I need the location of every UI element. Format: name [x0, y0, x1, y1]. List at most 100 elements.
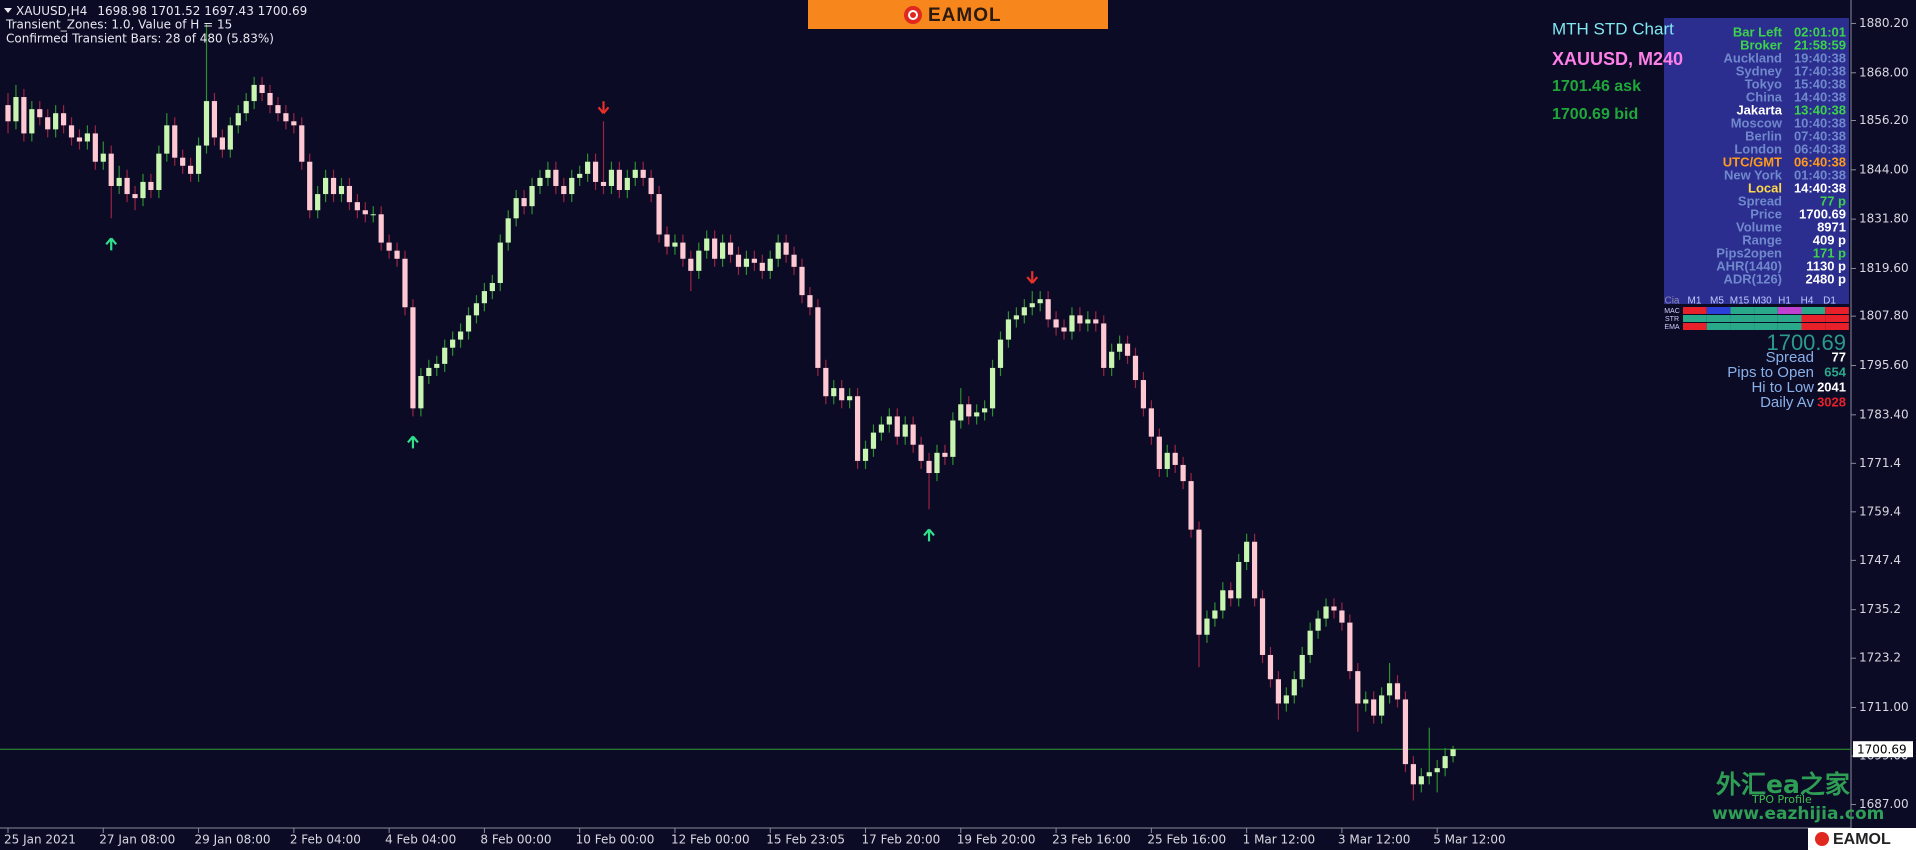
- y-tick-label: 1868.00: [1859, 65, 1909, 79]
- candle-body: [815, 307, 821, 368]
- candle-body: [870, 432, 877, 449]
- panel-row-label: Moscow: [1731, 115, 1783, 130]
- candle-body: [1251, 541, 1258, 599]
- grid-cell: [1825, 315, 1849, 322]
- candle-body: [315, 194, 321, 211]
- stat-value: 3028: [1817, 394, 1846, 409]
- candle-body: [497, 242, 503, 284]
- x-tick-label: 1 Mar 12:00: [1243, 833, 1316, 847]
- candle-body: [323, 177, 329, 195]
- candle-body: [362, 210, 368, 215]
- x-tick-label: 8 Feb 00:00: [480, 833, 551, 847]
- candle-body: [561, 185, 567, 195]
- y-tick-label: 1735.2: [1859, 602, 1901, 616]
- candle-body: [1244, 541, 1250, 562]
- panel-row-label: Tokyo: [1745, 76, 1782, 91]
- grid-cell: [1777, 307, 1802, 314]
- candle-body: [1355, 671, 1361, 704]
- candle-body: [203, 101, 210, 146]
- candle-body: [140, 181, 146, 199]
- candle-body: [958, 404, 964, 421]
- grid-header: Cia: [1664, 296, 1679, 307]
- candle-body: [680, 242, 686, 259]
- grid-cell: [1801, 323, 1826, 330]
- panel-row-value: 06:40:38: [1794, 154, 1846, 169]
- banner-icon: [904, 6, 922, 24]
- candle-body: [180, 157, 186, 166]
- candle-body: [942, 452, 948, 457]
- candle-body: [537, 177, 543, 186]
- x-tick-label: 15 Feb 23:05: [766, 833, 845, 847]
- candle-body: [1140, 380, 1147, 409]
- candle-body: [473, 303, 480, 316]
- candle-body: [1434, 768, 1440, 773]
- candle-body: [1331, 606, 1337, 611]
- candle-body: [394, 250, 400, 259]
- candle-body: [839, 388, 845, 401]
- x-tick-label: 25 Feb 16:00: [1147, 833, 1226, 847]
- candle-body: [608, 169, 615, 186]
- candle-body: [45, 117, 51, 130]
- candle-body: [616, 169, 622, 191]
- candle-body: [1132, 355, 1139, 381]
- candle-body: [1418, 776, 1424, 785]
- panel-ask: 1701.46 ask: [1552, 78, 1641, 95]
- grid-cell: [1801, 315, 1826, 322]
- candle-body: [1323, 606, 1329, 619]
- candle-body: [521, 198, 527, 207]
- candle-body: [648, 177, 654, 195]
- candle-body: [299, 125, 305, 162]
- grid-cell: [1683, 315, 1707, 322]
- candle-body: [950, 420, 956, 457]
- grid-row-bg: [1662, 323, 1682, 330]
- candle-body: [1061, 327, 1067, 332]
- candle-body: [243, 101, 249, 114]
- stat-label: Pips to Open: [1727, 364, 1814, 381]
- footer-logo-icon: [1815, 832, 1829, 846]
- y-tick-label: 1795.60: [1859, 358, 1909, 372]
- candle-body: [894, 416, 900, 437]
- confirmed-text: Confirmed Transient Bars: 28 of 480 (5.8…: [6, 32, 274, 46]
- panel-row-label: Price: [1750, 206, 1782, 221]
- candle-body: [672, 242, 678, 247]
- candle-body: [569, 177, 575, 195]
- candle-body: [1101, 323, 1107, 368]
- candle-body: [211, 101, 218, 138]
- banner-icon-ring: [908, 10, 918, 20]
- candle-body: [1442, 756, 1448, 769]
- candle-body: [966, 404, 972, 417]
- candle-body: [831, 388, 837, 397]
- candle-body: [5, 105, 11, 122]
- panel-symbol: XAUUSD, M240: [1552, 49, 1683, 69]
- x-tick-label: 27 Jan 08:00: [99, 833, 175, 847]
- candle-body: [982, 408, 988, 413]
- candle-body: [759, 262, 765, 271]
- candle-body: [1188, 481, 1194, 530]
- candle-body: [172, 125, 178, 158]
- candle-body: [1394, 683, 1401, 700]
- candle-body: [346, 185, 353, 203]
- candle-body: [799, 266, 805, 296]
- candle-body: [92, 133, 98, 162]
- x-tick-label: 17 Feb 20:00: [862, 833, 941, 847]
- candle-body: [338, 185, 345, 195]
- y-tick-label: 1759.4: [1859, 504, 1901, 518]
- panel-row-label: Auckland: [1723, 50, 1782, 65]
- panel-row-value: 17:40:38: [1794, 63, 1846, 78]
- panel-row-value: 15:40:38: [1794, 76, 1846, 91]
- candle-body: [529, 185, 535, 207]
- x-tick-label: 10 Feb 00:00: [576, 833, 655, 847]
- candle-body: [1069, 315, 1075, 332]
- candle-body: [862, 448, 869, 461]
- panel-row-label: Volume: [1736, 219, 1782, 234]
- candle-body: [767, 258, 773, 271]
- candle-body: [378, 214, 384, 243]
- stat-value: 2041: [1817, 379, 1846, 394]
- y-tick-label: 1687.00: [1859, 797, 1909, 811]
- grid-cell: [1730, 323, 1755, 330]
- candle-body: [1275, 679, 1281, 704]
- price-label-box: [1853, 741, 1913, 758]
- candle-body: [1085, 319, 1091, 324]
